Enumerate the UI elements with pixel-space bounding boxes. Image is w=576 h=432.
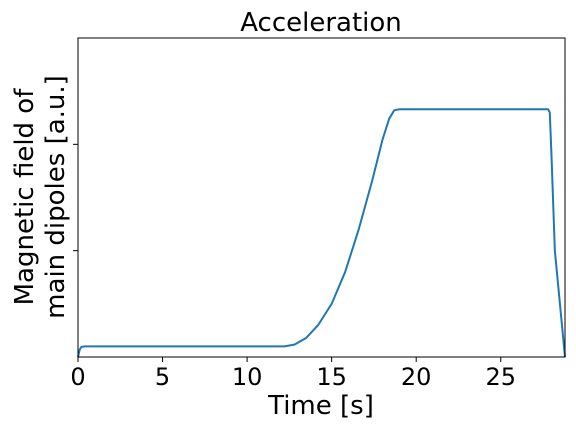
y-axis-label-line-2: main dipoles [a.u.] (41, 75, 71, 319)
x-axis-label: Time [s] (267, 391, 374, 421)
y-axis-label-line-1: Magnetic field of (10, 88, 40, 306)
x-tick-label-2: 10 (232, 363, 263, 391)
series-line-0 (77, 108, 566, 358)
x-tick-label-5: 25 (485, 363, 516, 391)
chart-title: Acceleration (240, 8, 402, 38)
x-tick-label-4: 20 (401, 363, 432, 391)
y-axis-label: Magnetic field of main dipoles [a.u.] (10, 75, 71, 319)
x-tick-label-0: 0 (70, 363, 85, 391)
x-tick-label-1: 5 (155, 363, 170, 391)
plot-area: 0 5 10 15 20 25 (70, 37, 566, 391)
x-tick-label-3: 15 (316, 363, 347, 391)
plot-frame (77, 37, 566, 358)
